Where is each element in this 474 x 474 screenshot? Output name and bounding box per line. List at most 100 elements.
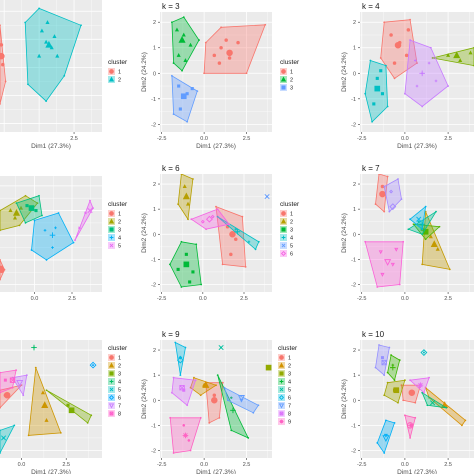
cluster-centroid-1 bbox=[226, 49, 233, 57]
cluster-point bbox=[0, 103, 1, 105]
legend-label: 1 bbox=[288, 356, 291, 362]
cluster-centroid-1 bbox=[0, 266, 5, 274]
cluster-point bbox=[234, 237, 238, 242]
cluster-point bbox=[379, 57, 382, 59]
cluster-point bbox=[264, 23, 267, 26]
cluster-centroid-2 bbox=[41, 401, 49, 408]
panel-title: k = 9 bbox=[162, 330, 180, 339]
cluster-centroid-5 bbox=[429, 400, 436, 406]
cluster-point bbox=[188, 280, 192, 284]
cluster-centroid-1 bbox=[0, 52, 5, 60]
plot-area bbox=[0, 344, 97, 454]
cluster-point bbox=[15, 202, 18, 205]
panel-k6: k = 6 -2.5 0.0 2.5 -2 -1 0 1 2 Dim2 (24.2%) cluste… bbox=[141, 164, 300, 302]
x-tick-label: 0.0 bbox=[401, 462, 409, 468]
cluster-point bbox=[398, 283, 401, 286]
cluster-point bbox=[215, 205, 217, 208]
y-axis-label: Dim2 (24.2%) bbox=[141, 379, 148, 419]
cluster-point bbox=[247, 240, 251, 244]
gridlines bbox=[360, 340, 474, 458]
cluster-centroid-4 bbox=[31, 344, 37, 351]
cluster-point bbox=[461, 424, 463, 427]
cluster-point bbox=[172, 113, 175, 116]
legend-label: 1 bbox=[118, 212, 121, 218]
cluster-point bbox=[45, 259, 48, 261]
plot-area bbox=[364, 18, 474, 123]
cluster-point bbox=[409, 218, 411, 221]
cluster-point bbox=[25, 204, 29, 208]
legend-key-symbol bbox=[279, 371, 284, 376]
legend-title: cluster bbox=[108, 201, 128, 208]
cluster-point bbox=[170, 391, 173, 394]
cluster-centroid-3 bbox=[183, 261, 190, 268]
x-tick-label: 0.0 bbox=[199, 296, 207, 302]
cluster-centroid-8 bbox=[9, 377, 16, 383]
y-axis-label: Dim2 (24.2%) bbox=[341, 213, 348, 253]
y-tick-label: 2 bbox=[153, 20, 156, 26]
cluster-point bbox=[394, 247, 399, 252]
y-tick-label: 1 bbox=[153, 207, 156, 213]
legend-key-symbol bbox=[279, 411, 284, 416]
cluster-point bbox=[427, 61, 431, 65]
legend-label: 5 bbox=[118, 388, 121, 394]
panel-background bbox=[0, 176, 102, 292]
legend-key-symbol bbox=[278, 403, 285, 409]
cluster-point bbox=[257, 240, 260, 243]
cluster-point bbox=[236, 40, 240, 45]
cluster-point bbox=[180, 286, 183, 288]
legend-label: 4 bbox=[288, 380, 291, 386]
panel-k4: k = 4 -2.5 0.0 2.5 -2 -1 0 1 2 Dim1 (27.3%) Dim2 (… bbox=[341, 2, 474, 150]
cluster-point bbox=[187, 439, 191, 442]
cluster-point bbox=[464, 419, 467, 422]
cluster-point bbox=[172, 62, 175, 64]
legend-key-background bbox=[278, 394, 285, 401]
cluster-point bbox=[224, 38, 228, 42]
cluster-point bbox=[24, 221, 27, 224]
legend-label: 4 bbox=[118, 380, 121, 386]
panel-background bbox=[0, 340, 102, 458]
plot-area bbox=[0, 7, 82, 105]
x-axis-label: Dim1 (27.3%) bbox=[31, 469, 71, 474]
cluster-point bbox=[229, 396, 233, 400]
cluster-point bbox=[180, 174, 183, 175]
cluster-point bbox=[40, 390, 45, 395]
cluster-point bbox=[177, 203, 180, 206]
cluster-point bbox=[0, 278, 1, 281]
cluster-centroid-6 bbox=[89, 361, 97, 369]
panel-k5: 0.0 2.5 cluster 1 2 3 4 5 bbox=[0, 176, 128, 302]
cluster-centroid-8 bbox=[179, 385, 185, 391]
cluster-point bbox=[424, 205, 427, 208]
cluster-point bbox=[189, 386, 192, 389]
legend-key-symbol bbox=[279, 355, 284, 360]
cluster-point bbox=[0, 24, 1, 27]
cluster-point bbox=[4, 80, 7, 83]
cluster-point bbox=[170, 21, 173, 24]
panel-title: k = 10 bbox=[362, 330, 385, 339]
legend-label: 8 bbox=[288, 412, 291, 418]
cluster-point bbox=[380, 92, 385, 96]
cluster-point bbox=[199, 394, 202, 397]
legend: cluster 1 2 3 bbox=[280, 59, 300, 92]
legend-title: cluster bbox=[278, 345, 298, 352]
x-tick-label: -2.5 bbox=[157, 296, 166, 302]
cluster-point bbox=[223, 386, 226, 389]
cluster-point bbox=[184, 346, 187, 349]
cluster-centroid-5 bbox=[218, 344, 224, 351]
cluster-point bbox=[400, 384, 403, 387]
cluster-point bbox=[376, 442, 379, 444]
cluster-point bbox=[13, 424, 16, 427]
cluster-point bbox=[426, 404, 429, 407]
legend-key-symbol bbox=[280, 218, 287, 224]
cluster-point bbox=[468, 50, 473, 55]
cluster-point bbox=[376, 286, 379, 288]
cluster-point bbox=[0, 259, 1, 261]
cluster-point bbox=[0, 452, 1, 454]
x-tick-label: 0.0 bbox=[18, 462, 26, 468]
cluster-point bbox=[172, 452, 175, 454]
y-tick-label: 1 bbox=[353, 207, 356, 213]
cluster-point bbox=[59, 431, 62, 434]
cluster-point bbox=[402, 399, 405, 402]
cluster-hull-1 bbox=[203, 24, 266, 74]
cluster-centroid-8 bbox=[381, 359, 387, 366]
cluster-point bbox=[18, 205, 24, 210]
